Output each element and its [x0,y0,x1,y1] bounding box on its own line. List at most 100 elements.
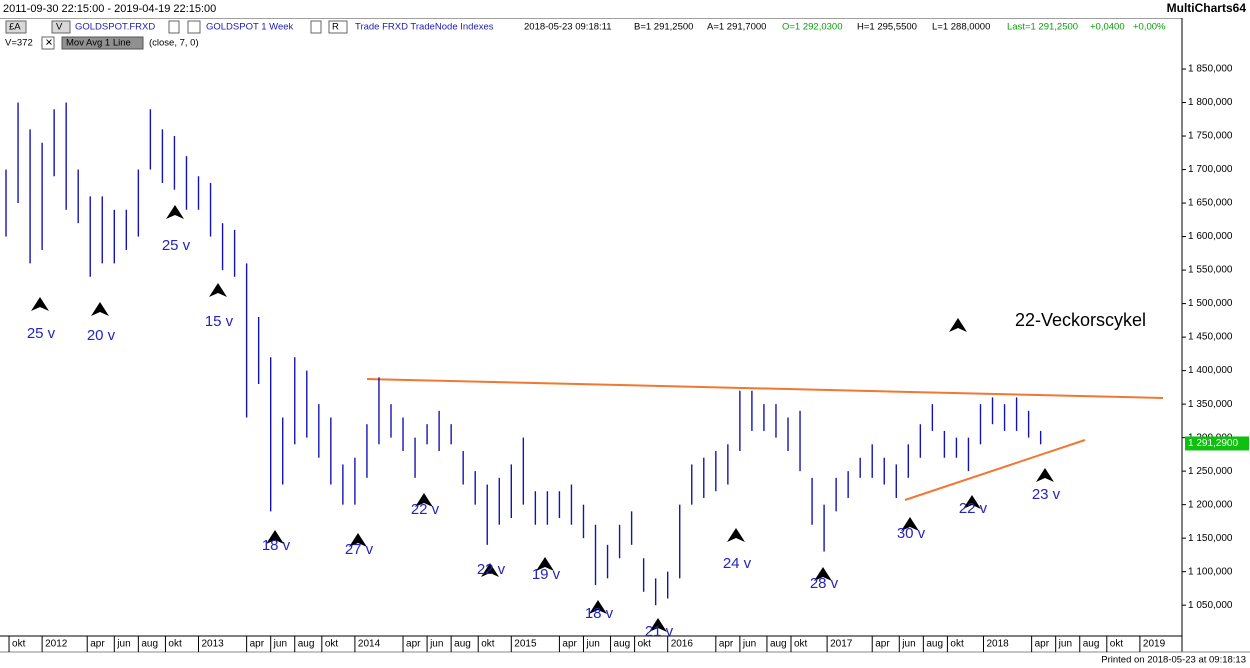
cycle-label: 19 v [532,566,561,583]
symbol: GOLDSPOT.FRXD [75,22,155,33]
dropdown[interactable] [310,20,322,34]
x-tick-label: jun [585,639,599,650]
x-tick-label: okt [168,639,182,650]
button-label: V [56,22,63,33]
cycle-arrow [91,302,109,316]
x-tick-label: okt [1110,639,1124,650]
x-tick-label: aug [298,639,315,650]
x-tick-label: apr [562,639,577,650]
cycle-label: 25 v [162,237,191,254]
x-tick-label: okt [638,639,652,650]
cycle-arrow [349,533,367,547]
x-tick-label: apr [250,639,265,650]
study-box[interactable] [61,36,144,50]
cycle-label: 15 v [205,313,234,330]
cycle-arrow [727,528,745,542]
x-tick-label: jun [273,639,287,650]
x-tick-label: 2017 [830,639,853,650]
y-tick-label: 1 050,000 [1188,600,1233,611]
y-tick-label: 1 200,000 [1188,499,1233,510]
ask: A=1 291,7000 [707,22,766,33]
volume: V=372 [5,38,33,49]
separator [0,18,1182,19]
button-label: R [332,22,339,33]
cycle-label: 25 v [27,325,56,342]
x-tick-label: 2016 [671,639,694,650]
x-tick-label: aug [1083,639,1100,650]
cycle-arrow [949,318,967,332]
x-tick-label: apr [406,639,421,650]
cycle-label: 18 v [262,537,291,554]
cycle-label: 22 v [959,500,988,517]
y-tick-label: 1 250,000 [1188,466,1233,477]
x-tick-label: apr [90,639,105,650]
cycle-arrow [649,618,667,632]
high: H=1 295,5500 [857,22,917,33]
title-bar [0,0,1250,18]
y-tick-label: 1 150,000 [1188,533,1233,544]
cycle-label: 21 v [645,623,674,640]
quote-time: 2018-05-23 09:18:11 [524,22,612,33]
x-tick-label: apr [875,639,890,650]
cycle-label: 28 v [810,575,839,592]
x-tick-label: 2012 [45,639,68,650]
button[interactable] [51,20,71,34]
dropdown[interactable] [168,20,180,34]
x-tick-label: 2015 [514,639,537,650]
button-label: £A [9,22,21,33]
date-range: 2011-09-30 22:15:00 - 2019-04-19 22:15:0… [3,3,216,15]
x-tick-label: jun [116,639,130,650]
bid: B=1 291,2500 [634,22,693,33]
change: +0,0400 [1090,22,1125,33]
x-tick-label: jun [901,639,915,650]
x-tick-label: aug [614,639,631,650]
y-tick-label: 1 750,000 [1188,131,1233,142]
x-tick-label: jun [1058,639,1072,650]
x-tick-label: apr [1035,639,1050,650]
x-tick-label: aug [454,639,471,650]
cycle-arrow [166,205,184,219]
close-study[interactable] [41,36,55,50]
x-tick-label: aug [141,639,158,650]
instrument: GOLDSPOT 1 Week [206,22,294,33]
cycle-arrow [1036,468,1054,482]
x-tick-label: okt [794,639,808,650]
x-tick-label: okt [12,639,26,650]
cycle-label: 23 v [1032,486,1061,503]
cycle-label: 27 v [345,541,374,558]
y-tick-label: 1 450,000 [1188,332,1233,343]
cycle-arrow [415,493,433,507]
cycle-label: 30 v [897,525,926,542]
resistance-line [366,378,1164,399]
open: O=1 292,0300 [782,22,842,33]
button[interactable] [187,20,201,34]
cycle-arrow [963,495,981,509]
last: Last=1 291,2500 [1007,22,1078,33]
x-tick-label: 2018 [986,639,1009,650]
x-tick-label: aug [770,639,787,650]
annotation-title: 22-Veckorscykel [1015,310,1146,330]
x-tick-label: 2013 [202,639,225,650]
x-tick-label: okt [325,639,339,650]
study-name: Mov Avg 1 Line [66,38,131,49]
last-price-badge [1185,436,1249,451]
cycle-arrow [481,563,499,577]
cycle-arrow [266,530,284,544]
x-tick-label: okt [950,639,964,650]
y-tick-label: 1 700,000 [1188,164,1233,175]
button[interactable] [328,20,348,34]
y-tick-label: 1 350,000 [1188,399,1233,410]
y-tick-label: 1 650,000 [1188,198,1233,209]
study-params: (close, 7, 0) [149,38,199,49]
button[interactable] [5,20,27,34]
cycle-arrow [814,567,832,581]
x-tick-label: 2019 [1143,639,1166,650]
cycle-label: 24 v [723,555,752,572]
cycle-arrow [536,557,554,571]
cycle-label: 20 v [87,327,116,344]
y-tick-label: 1 550,000 [1188,265,1233,276]
change-pct: +0,00% [1133,22,1166,33]
y-tick-label: 1 500,000 [1188,298,1233,309]
cycle-label: 18 v [585,605,614,622]
